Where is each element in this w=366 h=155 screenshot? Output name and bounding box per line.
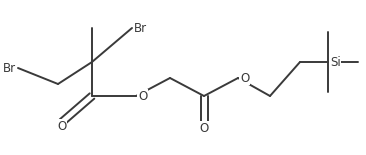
Text: O: O [57, 120, 67, 133]
Text: Br: Br [3, 62, 16, 75]
Text: O: O [138, 89, 147, 102]
Text: Si: Si [330, 55, 341, 69]
Text: Br: Br [134, 22, 147, 35]
Text: O: O [240, 71, 249, 84]
Text: O: O [199, 122, 209, 135]
